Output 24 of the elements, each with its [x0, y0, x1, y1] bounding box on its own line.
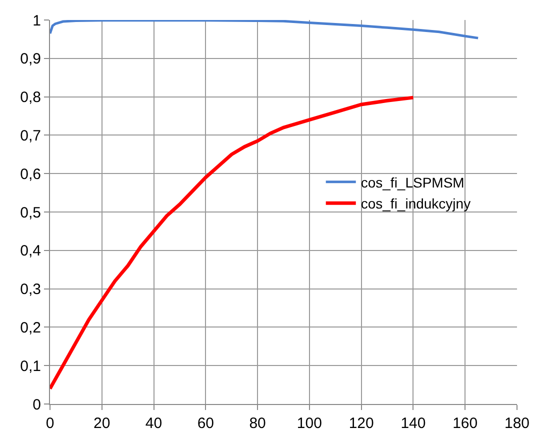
y-tick-label: 0,4 [20, 242, 41, 260]
x-tick-label: 140 [400, 415, 426, 432]
line-series [50, 20, 480, 40]
x-tick-label: 60 [197, 415, 214, 432]
y-tick-label: 0,9 [20, 50, 41, 68]
legend-label: cos_fi_LSPMSM [360, 174, 464, 190]
y-tick-label: 0,5 [20, 204, 41, 222]
x-tick-label: 80 [249, 415, 266, 432]
y-tick-label: 0,3 [20, 281, 41, 298]
y-tick-label: 0 [32, 396, 41, 414]
x-tick-label: 120 [348, 415, 374, 432]
x-tick-label: 40 [145, 415, 162, 432]
y-tick-label: 0,7 [20, 127, 41, 144]
x-tick-label: 180 [504, 415, 530, 432]
y-tick-label: 0,8 [20, 89, 41, 106]
x-tick-label: 0 [46, 415, 54, 432]
y-tick-label: 1 [32, 12, 41, 30]
y-tick-label: 0,6 [20, 166, 41, 183]
y-tick-label: 0,1 [20, 358, 41, 375]
legend-label: cos_fi_indukcyjny [360, 196, 471, 212]
x-tick-label: 160 [452, 415, 478, 432]
y-tick-label: 0,2 [20, 319, 41, 336]
x-tick-label: 100 [296, 415, 322, 432]
x-tick-label: 20 [94, 415, 110, 432]
